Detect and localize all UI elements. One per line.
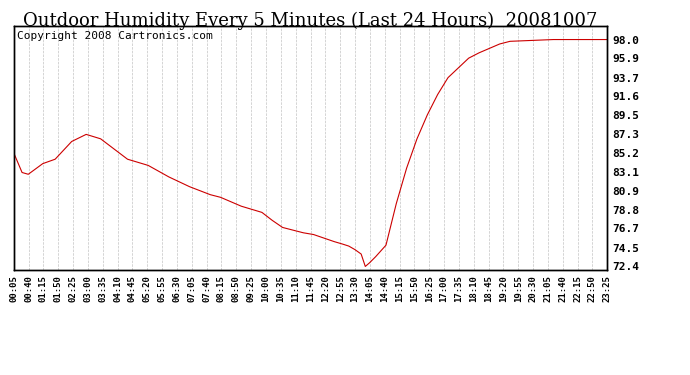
Text: Copyright 2008 Cartronics.com: Copyright 2008 Cartronics.com bbox=[17, 31, 213, 41]
Text: Outdoor Humidity Every 5 Minutes (Last 24 Hours)  20081007: Outdoor Humidity Every 5 Minutes (Last 2… bbox=[23, 11, 598, 30]
